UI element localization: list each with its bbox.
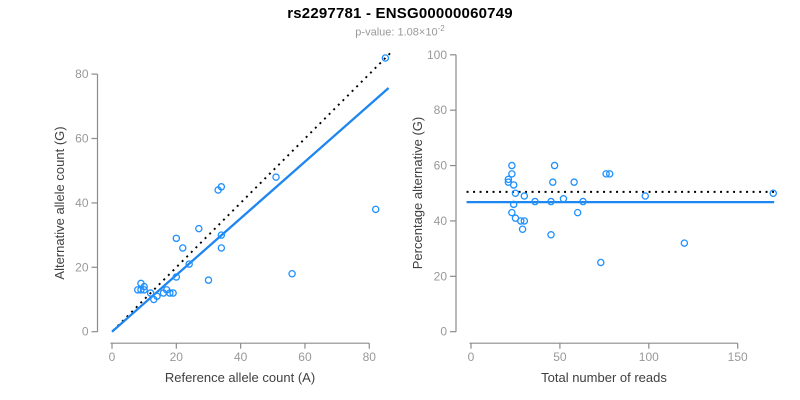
right-scatter-panel: 0 20 40 60 80 100 0 50 100 150 (427, 48, 778, 364)
data-point (573, 208, 582, 217)
data-point (605, 170, 614, 178)
data-point (217, 244, 226, 252)
x-tick-label: 60 (298, 350, 312, 364)
x-tick-label: 0 (468, 350, 475, 364)
data-point (509, 200, 518, 209)
chart-subtitle: p-value: 1.08×10-2 (0, 24, 800, 39)
y-tick-label: 0 (82, 325, 89, 339)
data-point (185, 260, 193, 268)
data-point (518, 225, 527, 233)
x-tick-label: 80 (363, 350, 377, 364)
x-tick-label: 20 (170, 350, 184, 364)
y-tick-label: 0 (440, 325, 447, 339)
data-point (217, 231, 226, 239)
data-point (179, 244, 187, 252)
right-y-axis-label: Percentage alternative (G) (410, 117, 425, 269)
regression-line (111, 87, 390, 333)
data-point (272, 173, 280, 181)
data-point (559, 195, 568, 203)
y-tick-label: 40 (434, 214, 448, 228)
data-point (520, 192, 529, 200)
data-point (140, 286, 148, 294)
y-tick-label: 20 (434, 269, 448, 283)
data-point (204, 276, 213, 284)
y-tick-label: 80 (434, 103, 448, 117)
data-point (172, 234, 181, 243)
data-point (195, 224, 203, 233)
chart-title: rs2297781 - ENSG00000060749 (287, 5, 513, 22)
left-y-axis-label: Alternative allele count (G) (52, 126, 67, 279)
x-tick-label: 50 (553, 350, 567, 364)
data-point (140, 282, 148, 291)
data-point (579, 197, 587, 206)
data-point (169, 289, 177, 297)
data-point (381, 54, 390, 62)
data-point (547, 197, 555, 206)
data-point (520, 217, 529, 225)
data-point (508, 208, 516, 217)
left-scatter-panel: 0 20 40 60 80 0 20 40 60 80 (75, 52, 391, 364)
x-tick-label: 150 (728, 350, 748, 364)
data-point (602, 170, 610, 178)
y-tick-label: 60 (434, 159, 448, 173)
data-point (504, 175, 513, 184)
data-point (509, 181, 518, 189)
left-x-axis-label: Reference allele count (A) (165, 370, 315, 385)
y-tick-label: 40 (75, 196, 89, 210)
data-point (153, 292, 161, 301)
p-value-text: p-value: 1.08×10 (355, 26, 438, 39)
data-point (769, 189, 778, 197)
data-point (597, 258, 605, 267)
data-point (146, 289, 155, 297)
data-point (217, 183, 226, 191)
data-point (508, 161, 516, 170)
x-tick-label: 100 (639, 350, 659, 364)
data-point (570, 178, 578, 186)
x-tick-label: 40 (234, 350, 248, 364)
identity-dotted-line (112, 52, 391, 332)
data-point (511, 189, 520, 197)
data-point (166, 289, 174, 297)
y-tick-label: 60 (75, 132, 89, 146)
y-tick-label: 80 (75, 67, 89, 81)
data-point (371, 205, 380, 214)
p-value-exponent: -2 (437, 24, 445, 33)
data-point (172, 273, 181, 281)
data-point (288, 269, 296, 278)
data-point (550, 161, 559, 170)
data-point (508, 170, 516, 178)
data-point (680, 239, 689, 247)
right-x-axis-label: Total number of reads (541, 370, 667, 385)
y-tick-label: 20 (75, 260, 89, 274)
data-point (641, 192, 649, 200)
x-tick-label: 0 (109, 350, 116, 364)
data-point (547, 231, 555, 239)
data-point (549, 178, 557, 186)
y-tick-label: 100 (427, 48, 447, 62)
data-point (531, 197, 539, 206)
data-point (517, 217, 525, 225)
